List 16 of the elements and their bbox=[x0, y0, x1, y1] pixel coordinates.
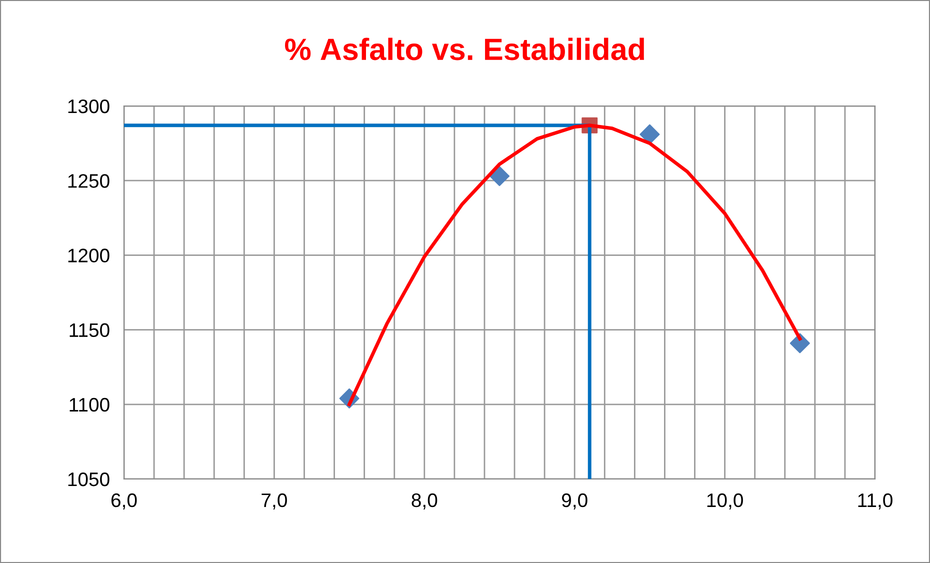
x-tick-label: 7,0 bbox=[262, 493, 287, 510]
y-tick-label: 1050 bbox=[68, 472, 110, 486]
point bbox=[790, 333, 810, 354]
y-tick-label: 1150 bbox=[70, 323, 110, 338]
point bbox=[640, 124, 660, 144]
x-tick-label: 9,0 bbox=[562, 493, 588, 510]
y-tick-label: 1250 bbox=[68, 174, 110, 188]
y-tick-label: 1200 bbox=[68, 248, 110, 262]
y-tick-label: 1100 bbox=[70, 398, 110, 412]
x-tick-label: 6,0 bbox=[111, 493, 137, 510]
point bbox=[489, 166, 510, 186]
x-tick-label: 8,0 bbox=[412, 493, 438, 510]
x-tick-label: 10,0 bbox=[707, 493, 743, 510]
x-tick-label: 11,0 bbox=[858, 493, 892, 510]
y-tick-label: 1300 bbox=[68, 99, 110, 114]
chart-title: % Asfalto vs. Estabilidad bbox=[285, 38, 644, 60]
